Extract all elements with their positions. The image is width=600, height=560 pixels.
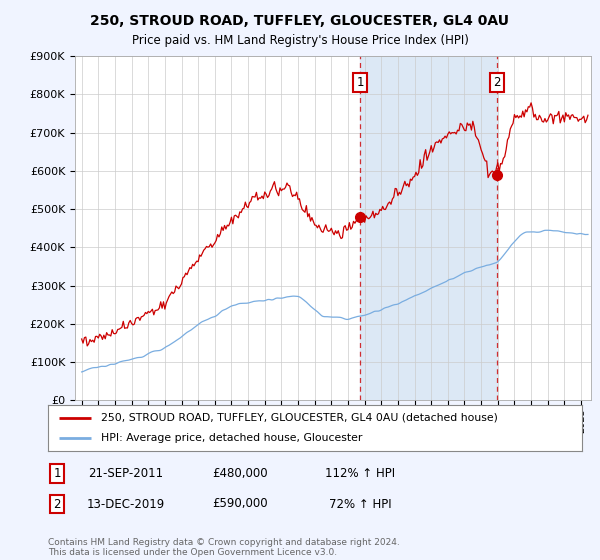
Text: 1: 1 <box>356 76 364 89</box>
Text: 13-DEC-2019: 13-DEC-2019 <box>87 497 165 511</box>
Text: £480,000: £480,000 <box>212 466 268 480</box>
Text: 250, STROUD ROAD, TUFFLEY, GLOUCESTER, GL4 0AU: 250, STROUD ROAD, TUFFLEY, GLOUCESTER, G… <box>91 14 509 28</box>
Text: 2: 2 <box>53 497 61 511</box>
Text: 112% ↑ HPI: 112% ↑ HPI <box>325 466 395 480</box>
Text: £590,000: £590,000 <box>212 497 268 511</box>
Text: HPI: Average price, detached house, Gloucester: HPI: Average price, detached house, Glou… <box>101 433 363 444</box>
Text: 72% ↑ HPI: 72% ↑ HPI <box>329 497 391 511</box>
Text: 2: 2 <box>493 76 501 89</box>
Text: Contains HM Land Registry data © Crown copyright and database right 2024.
This d: Contains HM Land Registry data © Crown c… <box>48 538 400 557</box>
Text: 250, STROUD ROAD, TUFFLEY, GLOUCESTER, GL4 0AU (detached house): 250, STROUD ROAD, TUFFLEY, GLOUCESTER, G… <box>101 413 498 423</box>
Text: 21-SEP-2011: 21-SEP-2011 <box>88 466 164 480</box>
Text: 1: 1 <box>53 466 61 480</box>
Text: Price paid vs. HM Land Registry's House Price Index (HPI): Price paid vs. HM Land Registry's House … <box>131 34 469 46</box>
Bar <box>360 56 497 400</box>
